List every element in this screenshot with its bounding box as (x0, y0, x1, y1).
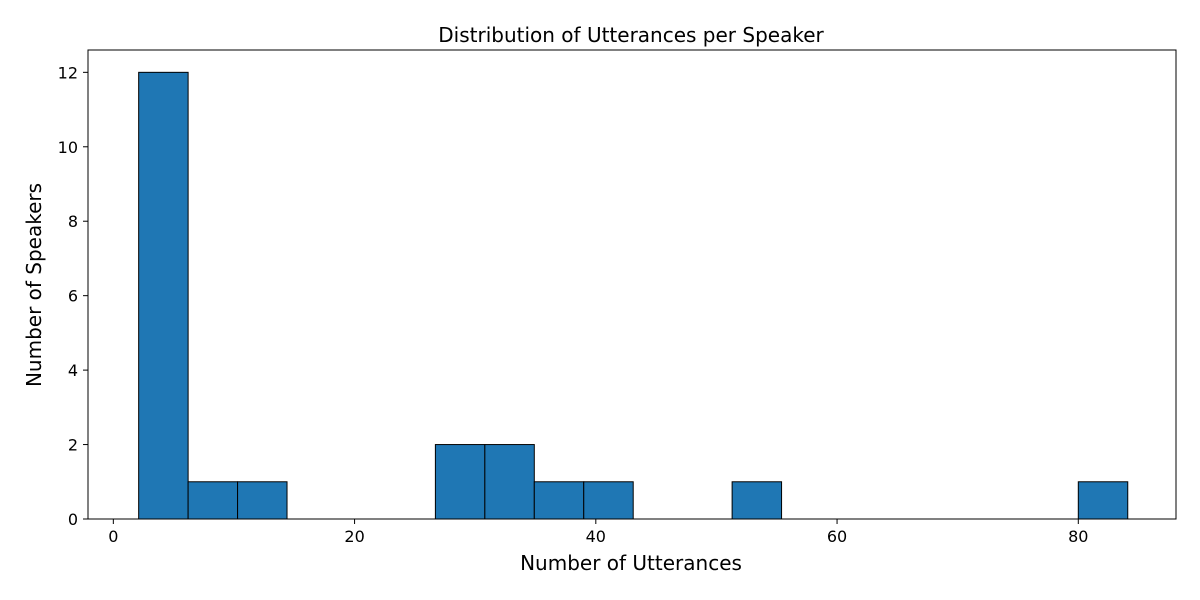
y-tick-label: 12 (58, 63, 78, 82)
histogram-bar (583, 481, 634, 520)
histogram-bar (1077, 481, 1129, 520)
y-tick-label: 2 (68, 436, 78, 455)
histogram-bar (187, 481, 239, 520)
y-axis-ticks: 0 2 4 6 8 10 12 (58, 63, 88, 529)
x-tick-label: 0 (108, 527, 118, 546)
plot-frame (87, 49, 1177, 520)
bars-group (138, 71, 1129, 520)
chart-title: Distribution of Utterances per Speaker (438, 23, 824, 47)
y-axis-label: Number of Speakers (22, 183, 46, 387)
x-axis-label: Number of Utterances (520, 551, 742, 575)
histogram-bar (138, 71, 189, 520)
y-tick-label: 4 (68, 361, 78, 380)
histogram-bar (484, 444, 535, 520)
y-tick-label: 8 (68, 212, 78, 231)
x-tick-label: 40 (586, 527, 606, 546)
x-tick-label: 80 (1068, 527, 1088, 546)
histogram-bar (434, 444, 486, 520)
y-tick-label: 10 (58, 138, 78, 157)
x-tick-label: 20 (344, 527, 364, 546)
x-tick-label: 60 (827, 527, 847, 546)
y-tick-label: 6 (68, 287, 78, 306)
y-tick-label: 0 (68, 510, 78, 529)
histogram-bar (237, 481, 288, 520)
histogram-bar (731, 481, 783, 520)
x-axis-ticks: 0 20 40 60 80 (108, 519, 1088, 546)
histogram-bar (533, 481, 585, 520)
